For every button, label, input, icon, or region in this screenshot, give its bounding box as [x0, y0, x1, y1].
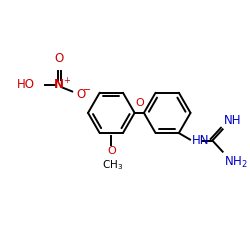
Text: NH: NH [224, 114, 241, 126]
Text: +: + [63, 76, 70, 85]
Text: CH$_3$: CH$_3$ [102, 158, 123, 172]
Text: HO: HO [17, 78, 35, 92]
Text: O: O [54, 52, 64, 66]
Text: NH$_2$: NH$_2$ [224, 154, 248, 170]
Text: O: O [107, 146, 116, 156]
Text: −: − [83, 84, 92, 94]
Text: O: O [135, 98, 144, 108]
Text: N: N [54, 78, 64, 92]
Text: O: O [77, 88, 86, 101]
Text: HN: HN [192, 134, 210, 147]
